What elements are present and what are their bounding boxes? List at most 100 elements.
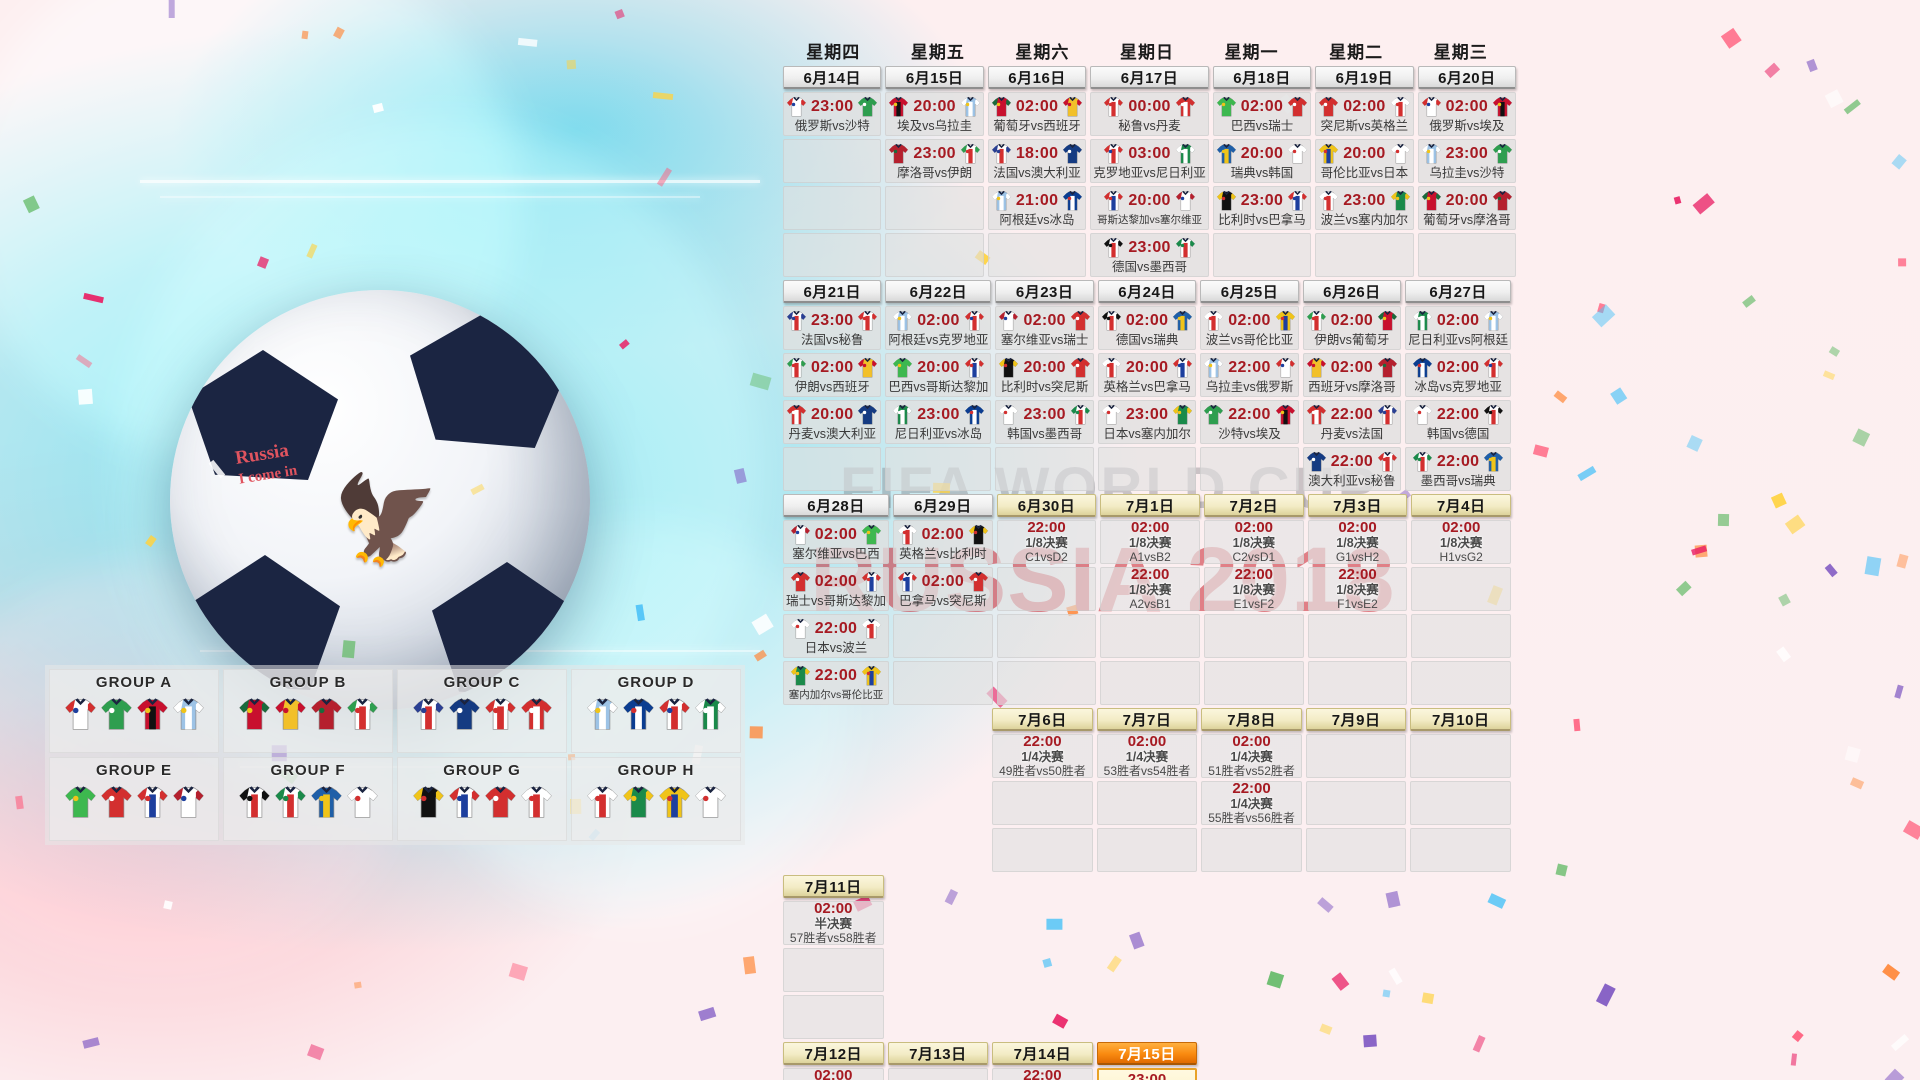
- date-header-6月27日[interactable]: 6月27日: [1405, 280, 1512, 303]
- knockout-match-cell[interactable]: 22:00 1/8决赛 A2vsB1: [1100, 567, 1200, 611]
- knockout-match-cell[interactable]: 22:00 1/8决赛 C1vsD2: [996, 520, 1097, 564]
- match-cell[interactable]: 20:00 哥伦比亚vs日本: [1315, 139, 1414, 183]
- match-cell[interactable]: 03:00 克罗地亚vs尼日利亚: [1090, 139, 1209, 183]
- knockout-match-cell[interactable]: 22:00 1/4决赛 49胜者vs50胜者: [992, 734, 1093, 778]
- date-header-6月17日[interactable]: 6月17日: [1090, 66, 1209, 89]
- match-cell[interactable]: 02:00 瑞士vs哥斯达黎加: [783, 567, 890, 611]
- match-cell[interactable]: 23:00 波兰vs塞内加尔: [1315, 186, 1414, 230]
- group-card-group-b[interactable]: GROUP B: [223, 669, 393, 753]
- group-card-group-f[interactable]: GROUP F: [223, 757, 393, 841]
- match-cell[interactable]: 21:00 阿根廷vs冰岛: [987, 186, 1087, 230]
- date-header-6月25日[interactable]: 6月25日: [1200, 280, 1299, 303]
- match-cell[interactable]: 22:00 塞内加尔vs哥伦比亚: [783, 661, 890, 705]
- match-cell[interactable]: 02:00 波兰vs哥伦比亚: [1200, 306, 1299, 350]
- match-cell[interactable]: 02:00 伊朗vs西班牙: [783, 353, 882, 397]
- knockout-match-cell[interactable]: 02:00 1/4决赛 51胜者vs52胜者: [1201, 734, 1302, 778]
- match-cell[interactable]: 22:00 丹麦vs法国: [1302, 400, 1402, 444]
- match-cell[interactable]: 22:00 乌拉圭vs俄罗斯: [1200, 353, 1299, 397]
- group-card-group-a[interactable]: GROUP A: [49, 669, 219, 753]
- date-header-6月16日[interactable]: 6月16日: [987, 66, 1087, 89]
- match-cell[interactable]: 23:00 德国vs墨西哥: [1090, 233, 1209, 277]
- date-header-7月9日[interactable]: 7月9日: [1305, 708, 1407, 731]
- match-cell[interactable]: 23:00 韩国vs墨西哥: [995, 400, 1094, 444]
- match-cell[interactable]: 20:00 比利时vs突尼斯: [995, 353, 1094, 397]
- date-header-6月26日[interactable]: 6月26日: [1302, 280, 1402, 303]
- match-cell[interactable]: 22:00 沙特vs埃及: [1200, 400, 1299, 444]
- match-cell[interactable]: 22:00 澳大利亚vs秘鲁: [1302, 447, 1402, 491]
- match-cell[interactable]: 23:00 俄罗斯vs沙特: [783, 92, 882, 136]
- date-header-7月12日[interactable]: 7月12日: [783, 1042, 884, 1065]
- group-card-group-e[interactable]: GROUP E: [49, 757, 219, 841]
- group-card-group-h[interactable]: GROUP H: [571, 757, 741, 841]
- knockout-match-cell[interactable]: 02:00 1/8决赛 A1vsB2: [1100, 520, 1200, 564]
- match-cell[interactable]: 22:00 墨西哥vs瑞典: [1405, 447, 1512, 491]
- match-cell[interactable]: 20:00 巴西vs哥斯达黎加: [885, 353, 992, 397]
- match-cell[interactable]: 02:00 伊朗vs葡萄牙: [1302, 306, 1402, 350]
- knockout-match-cell[interactable]: 02:00 1/4决赛 53胜者vs54胜者: [1096, 734, 1198, 778]
- match-cell[interactable]: 02:00 俄罗斯vs埃及: [1417, 92, 1517, 136]
- date-header-7月2日[interactable]: 7月2日: [1204, 494, 1304, 517]
- match-cell[interactable]: 02:00 英格兰vs比利时: [893, 520, 993, 564]
- date-header-6月15日[interactable]: 6月15日: [885, 66, 984, 89]
- match-cell[interactable]: 02:00 德国vs瑞典: [1097, 306, 1197, 350]
- match-cell[interactable]: 02:00 巴西vs瑞士: [1212, 92, 1312, 136]
- match-cell[interactable]: 23:00 日本vs塞内加尔: [1097, 400, 1197, 444]
- match-cell[interactable]: 02:00 塞尔维亚vs巴西: [783, 520, 890, 564]
- date-header-6月21日[interactable]: 6月21日: [783, 280, 882, 303]
- date-header-6月28日[interactable]: 6月28日: [783, 494, 890, 517]
- match-cell[interactable]: 02:00 巴拿马vs突尼斯: [893, 567, 993, 611]
- date-header-7月14日[interactable]: 7月14日: [992, 1042, 1093, 1065]
- date-header-6月30日[interactable]: 6月30日: [996, 494, 1097, 517]
- knockout-match-cell[interactable]: 02:00 1/8决赛 C2vsD1: [1204, 520, 1304, 564]
- date-header-6月20日[interactable]: 6月20日: [1417, 66, 1517, 89]
- date-header-7月6日[interactable]: 7月6日: [992, 708, 1093, 731]
- knockout-match-cell[interactable]: 22:00 1/8决赛 E1vsF2: [1204, 567, 1304, 611]
- knockout-match-cell[interactable]: 22:00 三四名决赛 61负者vs62负者: [992, 1068, 1093, 1080]
- date-header-6月18日[interactable]: 6月18日: [1212, 66, 1312, 89]
- match-cell[interactable]: 23:00 乌拉圭vs沙特: [1417, 139, 1517, 183]
- match-cell[interactable]: 02:00 葡萄牙vs西班牙: [987, 92, 1087, 136]
- match-cell[interactable]: 20:00 葡萄牙vs摩洛哥: [1417, 186, 1517, 230]
- date-header-6月24日[interactable]: 6月24日: [1097, 280, 1197, 303]
- match-cell[interactable]: 02:00 塞尔维亚vs瑞士: [995, 306, 1094, 350]
- date-header-7月8日[interactable]: 7月8日: [1201, 708, 1302, 731]
- match-cell[interactable]: 18:00 法国vs澳大利亚: [987, 139, 1087, 183]
- match-cell[interactable]: 20:00 丹麦vs澳大利亚: [783, 400, 882, 444]
- match-cell[interactable]: 20:00 哥斯达黎加vs塞尔维亚: [1090, 186, 1209, 230]
- final-match-cell[interactable]: 23:00 决赛: [1096, 1068, 1198, 1080]
- date-header-7月15日[interactable]: 7月15日: [1096, 1042, 1198, 1065]
- date-header-7月1日[interactable]: 7月1日: [1100, 494, 1200, 517]
- group-card-group-g[interactable]: GROUP G: [397, 757, 567, 841]
- match-cell[interactable]: 23:00 尼日利亚vs冰岛: [885, 400, 992, 444]
- match-cell[interactable]: 20:00 瑞典vs韩国: [1212, 139, 1312, 183]
- knockout-match-cell[interactable]: 02:00 1/8决赛 G1vsH2: [1307, 520, 1408, 564]
- knockout-match-cell[interactable]: 22:00 1/8决赛 F1vsE2: [1307, 567, 1408, 611]
- match-cell[interactable]: 02:00 尼日利亚vs阿根廷: [1405, 306, 1512, 350]
- match-cell[interactable]: 20:00 埃及vs乌拉圭: [885, 92, 984, 136]
- date-header-7月13日[interactable]: 7月13日: [887, 1042, 989, 1065]
- match-cell[interactable]: 22:00 韩国vs德国: [1405, 400, 1512, 444]
- knockout-match-cell[interactable]: 02:00 半决赛 59胜者vs60胜者: [783, 1068, 884, 1080]
- date-header-6月14日[interactable]: 6月14日: [783, 66, 882, 89]
- date-header-7月10日[interactable]: 7月10日: [1410, 708, 1511, 731]
- group-card-group-c[interactable]: GROUP C: [397, 669, 567, 753]
- date-header-6月23日[interactable]: 6月23日: [995, 280, 1094, 303]
- knockout-match-cell[interactable]: 22:00 1/4决赛 55胜者vs56胜者: [1201, 781, 1302, 825]
- match-cell[interactable]: 02:00 突尼斯vs英格兰: [1315, 92, 1414, 136]
- match-cell[interactable]: 02:00 西班牙vs摩洛哥: [1302, 353, 1402, 397]
- date-header-6月29日[interactable]: 6月29日: [893, 494, 993, 517]
- match-cell[interactable]: 02:00 冰岛vs克罗地亚: [1405, 353, 1512, 397]
- match-cell[interactable]: 02:00 阿根廷vs克罗地亚: [885, 306, 992, 350]
- date-header-7月4日[interactable]: 7月4日: [1411, 494, 1511, 517]
- group-card-group-d[interactable]: GROUP D: [571, 669, 741, 753]
- match-cell[interactable]: 20:00 英格兰vs巴拿马: [1097, 353, 1197, 397]
- match-cell[interactable]: 00:00 秘鲁vs丹麦: [1090, 92, 1209, 136]
- match-cell[interactable]: 23:00 比利时vs巴拿马: [1212, 186, 1312, 230]
- date-header-7月7日[interactable]: 7月7日: [1096, 708, 1198, 731]
- date-header-6月22日[interactable]: 6月22日: [885, 280, 992, 303]
- date-header-7月3日[interactable]: 7月3日: [1307, 494, 1408, 517]
- knockout-match-cell[interactable]: 02:00 半决赛 57胜者vs58胜者: [783, 901, 884, 945]
- match-cell[interactable]: 23:00 摩洛哥vs伊朗: [885, 139, 984, 183]
- match-cell[interactable]: 23:00 法国vs秘鲁: [783, 306, 882, 350]
- date-header-7月11日[interactable]: 7月11日: [783, 875, 884, 898]
